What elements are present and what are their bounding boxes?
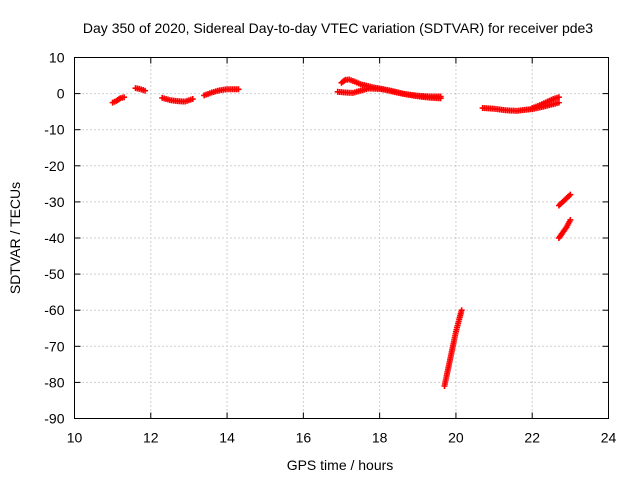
y-tick-label: -80 bbox=[44, 374, 64, 390]
y-tick-label: -30 bbox=[44, 194, 64, 210]
data-point bbox=[555, 94, 562, 101]
chart-title: Day 350 of 2020, Sidereal Day-to-day VTE… bbox=[83, 20, 593, 36]
data-point bbox=[121, 94, 128, 101]
y-tick-label: -50 bbox=[44, 266, 64, 282]
grid bbox=[74, 57, 609, 419]
y-tick-label: -60 bbox=[44, 302, 64, 318]
y-tick-label: -10 bbox=[44, 122, 64, 138]
data-point bbox=[555, 99, 562, 106]
y-tick-label: 10 bbox=[49, 50, 65, 66]
x-tick-label: 20 bbox=[448, 430, 464, 446]
x-tick-label: 10 bbox=[67, 430, 83, 446]
x-tick-labels: 10 12 14 16 18 20 22 24 bbox=[67, 430, 617, 446]
y-tick-label: -20 bbox=[44, 158, 64, 174]
y-tick-labels: 10 0 -10 -20 -30 -40 -50 -60 -70 -80 -90 bbox=[44, 50, 64, 427]
x-axis-label: GPS time / hours bbox=[287, 457, 394, 473]
y-tick-label: 0 bbox=[57, 86, 65, 102]
data-point bbox=[567, 216, 574, 223]
x-tick-label: 22 bbox=[524, 430, 540, 446]
data-point bbox=[567, 191, 574, 198]
x-tick-label: 18 bbox=[372, 430, 388, 446]
data-point bbox=[235, 86, 242, 93]
data-point bbox=[437, 93, 444, 100]
x-tick-label: 14 bbox=[219, 430, 235, 446]
y-tick-label: -40 bbox=[44, 230, 64, 246]
data-points bbox=[109, 76, 574, 390]
data-point bbox=[189, 96, 196, 103]
data-point bbox=[142, 87, 149, 94]
data-point bbox=[458, 307, 465, 314]
plot-frame bbox=[74, 57, 609, 419]
x-tick-label: 16 bbox=[296, 430, 312, 446]
y-axis-label: SDTVAR / TECUs bbox=[7, 182, 23, 294]
y-tick-label: -70 bbox=[44, 338, 64, 354]
y-tick-label: -90 bbox=[44, 411, 64, 427]
x-tick-label: 24 bbox=[601, 430, 617, 446]
x-tick-label: 12 bbox=[143, 430, 159, 446]
